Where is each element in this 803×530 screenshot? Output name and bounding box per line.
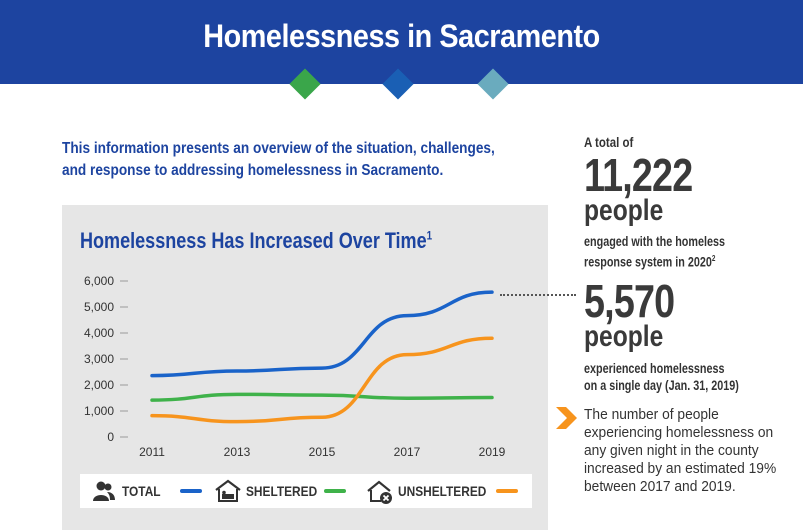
people-icon — [93, 481, 115, 501]
trend-note: The number of people experiencing homele… — [584, 407, 777, 495]
chart-title-footnote: 1 — [426, 228, 433, 243]
x-tick-label: 2015 — [309, 445, 336, 459]
chart-legend: TOTAL SHELTERED UNSHELTERED — [80, 474, 532, 508]
single-day-description: experienced homelessness on a single day… — [584, 360, 739, 394]
x-tick-label: 2019 — [479, 445, 506, 459]
x-tick-label: 2011 — [139, 445, 165, 459]
chart-title: Homelessness Has Increased Over Time1 — [80, 228, 432, 254]
page-title: Homelessness in Sacramento — [203, 18, 600, 54]
legend-line-total — [180, 489, 202, 493]
total-unit: people — [584, 194, 664, 227]
y-tick-label: 1,000 — [84, 404, 114, 418]
legend-label-sheltered: SHELTERED — [246, 483, 318, 499]
header-banner — [0, 0, 803, 84]
series-line-total — [150, 290, 494, 378]
y-tick-label: 4,000 — [84, 326, 114, 340]
single-day-desc-line-2: on a single day (Jan. 31, 2019) — [584, 378, 739, 393]
total-number: 11,222 — [584, 149, 693, 201]
y-tick-label: 3,000 — [84, 352, 114, 366]
y-tick-label: 0 — [107, 430, 114, 444]
single-day-number: 5,570 — [584, 275, 675, 327]
shelter-icon — [215, 479, 241, 502]
total-description: engaged with the homeless response syste… — [584, 233, 725, 271]
x-tick-label: 2013 — [224, 445, 251, 459]
legend-label-total: TOTAL — [122, 483, 161, 499]
y-tick-label: 5,000 — [84, 300, 114, 314]
total-footnote: 2 — [711, 254, 716, 263]
single-day-unit: people — [584, 320, 664, 353]
legend-line-sheltered — [324, 489, 346, 493]
y-tick-label: 6,000 — [84, 274, 114, 288]
series-line-unsheltered — [150, 336, 494, 424]
x-tick-label: 2017 — [394, 445, 421, 459]
legend-label-unsheltered: UNSHELTERED — [398, 483, 487, 499]
total-desc-line-1: engaged with the homeless — [584, 234, 726, 249]
legend-line-unsheltered — [496, 489, 518, 493]
total-desc-line-2: response system in 20202 — [584, 254, 716, 270]
chevron-right-icon — [556, 407, 577, 429]
line-chart: 0 1,000 2,000 3,000 4,000 5,000 6,000 2011 2013… — [84, 274, 506, 459]
callout-dotted-line — [500, 294, 576, 296]
total-prefix: A total of — [584, 134, 634, 150]
intro-text: This information presents an overview of… — [62, 138, 495, 182]
house-x-icon — [367, 480, 392, 504]
single-day-desc-line-1: experienced homelessness — [584, 361, 725, 376]
y-tick-label: 2,000 — [84, 378, 114, 392]
intro-line-1: This information presents an overview of… — [62, 140, 495, 157]
chart-title-text: Homelessness Has Increased Over Time — [80, 228, 427, 253]
intro-line-2: and response to addressing homelessness … — [62, 162, 444, 179]
